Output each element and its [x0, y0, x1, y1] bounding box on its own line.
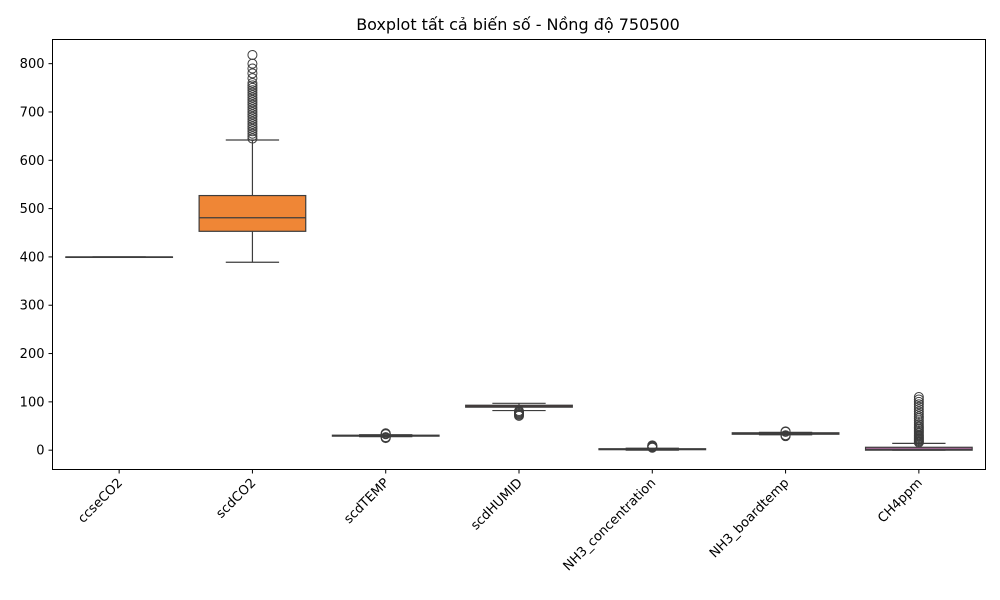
box-group-NH3_boardtemp [731, 426, 840, 442]
outlier-point [514, 406, 524, 417]
boxes-layer [65, 49, 973, 453]
outlier-point [247, 116, 258, 127]
box-group-scdTEMP [331, 428, 440, 444]
y-tick-label: 0 [36, 444, 44, 459]
outlier-point [247, 126, 258, 137]
y-tick-label: 300 [20, 299, 45, 314]
y-tick-label: 800 [20, 57, 45, 72]
outlier-point [780, 430, 791, 441]
y-tick-label: 500 [20, 202, 45, 217]
y-axis: 0 100 200 300 400 500 600 700 800 [20, 57, 53, 459]
outlier-point [247, 49, 258, 60]
box-group-scdCO2 [198, 49, 307, 263]
outlier-point [647, 440, 658, 451]
outlier-point [380, 428, 391, 439]
outlier-point [247, 128, 258, 139]
outlier-point [247, 90, 258, 101]
outlier-point [247, 97, 258, 108]
outlier-point [913, 399, 924, 410]
box-group-scdHUMID [465, 402, 573, 421]
x-tick-label: NH3_concentration [561, 476, 660, 575]
outlier-point [380, 432, 391, 443]
outlier-point [247, 102, 258, 113]
box [198, 194, 307, 232]
outlier-point [913, 394, 924, 405]
outlier-point [780, 426, 791, 437]
outlier-point [913, 392, 924, 403]
outlier-point [247, 114, 258, 125]
outlier-point [247, 111, 258, 122]
box-group-ccseCO2 [65, 256, 174, 259]
outlier-point [247, 77, 258, 88]
outlier-point [247, 121, 258, 132]
outlier-point [247, 85, 258, 96]
y-tick-label: 400 [20, 250, 45, 265]
outlier-point [247, 92, 258, 103]
x-tick-label: CH4ppm [875, 476, 925, 526]
outlier-point [247, 73, 258, 84]
outlier-point [247, 119, 258, 130]
outlier-point [247, 99, 258, 110]
x-tick-label: scdTEMP [341, 476, 392, 527]
x-tick-label: ccseCO2 [75, 476, 126, 527]
outlier-point [247, 106, 258, 117]
chart-title: Boxplot tất cả biến số - Nồng độ 750500 [356, 15, 680, 34]
outlier-point [247, 123, 258, 134]
y-tick-label: 700 [20, 105, 45, 120]
outlier-point [247, 80, 258, 91]
outlier-point [913, 408, 924, 419]
x-tick-label: scdHUMID [468, 476, 526, 534]
outlier-point [247, 133, 258, 144]
outlier-point [913, 401, 924, 412]
outlier-point [247, 94, 258, 105]
x-axis: ccseCO2 scdCO2 scdTEMP scdHUMID NH3_concentr… [75, 469, 926, 575]
outlier-point [247, 131, 258, 142]
outlier-point [913, 404, 924, 415]
x-tick-label: NH3_boardtemp [707, 476, 792, 561]
y-tick-label: 100 [20, 395, 45, 410]
outlier-point [247, 109, 258, 120]
outlier-point [247, 87, 258, 98]
outlier-point [913, 411, 924, 422]
outlier-point [247, 104, 258, 115]
box-group-NH3_concentration [598, 440, 707, 453]
outlier-point [247, 68, 258, 79]
box-group-CH4ppm [864, 392, 973, 451]
y-tick-label: 600 [20, 154, 45, 169]
outlier-point [247, 82, 258, 93]
y-tick-label: 200 [20, 347, 45, 362]
outlier-point [913, 406, 924, 417]
outlier-point [247, 63, 258, 74]
outlier-point [913, 396, 924, 407]
x-tick-label: scdCO2 [213, 476, 259, 522]
